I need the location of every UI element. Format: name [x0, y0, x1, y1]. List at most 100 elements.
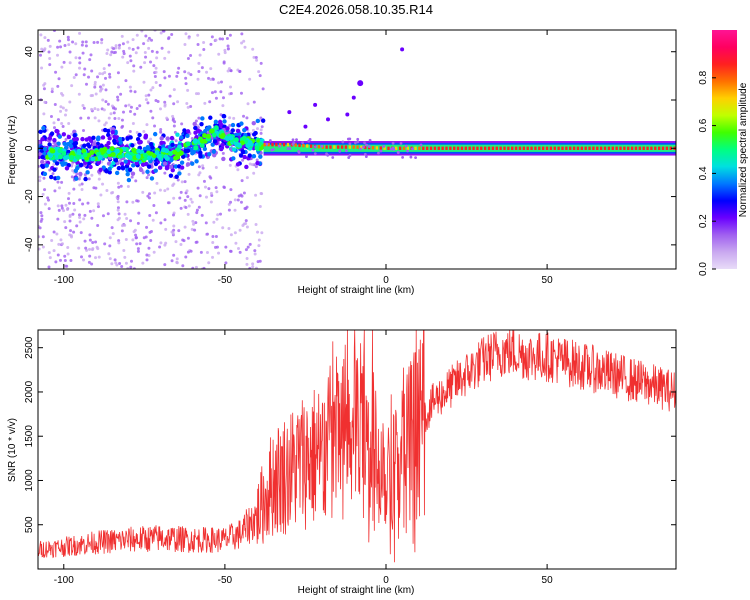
heatmap-cell: [137, 140, 142, 145]
heatmap-cell: [80, 187, 84, 191]
heatmap-cell: [178, 168, 182, 172]
heatmap-cell: [149, 229, 153, 233]
heatmap-cell: [221, 114, 227, 119]
heatmap-cell: [200, 66, 204, 70]
heatmap-cell: [129, 59, 133, 63]
heatmap-cell: [38, 151, 43, 157]
heatmap-cell: [186, 236, 190, 240]
heatmap-cell: [38, 226, 42, 230]
heatmap-cell: [96, 223, 100, 227]
heatmap-cell: [298, 143, 301, 148]
heatmap-cell: [70, 132, 74, 136]
heatmap-cell: [154, 211, 158, 215]
heatmap-cell: [166, 187, 170, 191]
heatmap-cell: [185, 129, 191, 134]
heatmap-cell: [297, 150, 301, 154]
heatmap-cell: [40, 214, 44, 218]
heatmap-cell: [167, 50, 171, 54]
heatmap-cell: [239, 91, 243, 95]
heatmap-cell: [213, 90, 217, 94]
heatmap-cell: [404, 144, 408, 148]
heatmap-cell: [75, 172, 79, 176]
heatmap-cell: [230, 128, 235, 133]
heatmap-cell: [105, 189, 109, 193]
heatmap-cell: [117, 239, 121, 243]
heatmap-cell: [222, 185, 226, 189]
heatmap-cell: [163, 100, 167, 104]
heatmap-cell: [267, 142, 270, 147]
heatmap-cell: [104, 100, 108, 104]
heatmap-cell: [88, 138, 94, 143]
heatmap-cell: [102, 108, 106, 112]
heatmap-cell: [205, 232, 209, 236]
heatmap-cell: [118, 43, 122, 47]
heatmap-cell: [260, 118, 266, 123]
heatmap-cell: [84, 40, 88, 44]
heatmap-cell: [68, 143, 74, 149]
heatmap-cell: [236, 247, 240, 251]
heatmap-cell: [96, 202, 100, 206]
heatmap-cell: [197, 165, 201, 169]
heatmap-cell: [112, 138, 117, 144]
heatmap-cell: [196, 43, 200, 47]
heatmap-cell: [57, 77, 61, 81]
heatmap-cell: [483, 146, 487, 150]
heatmap-cell: [74, 56, 78, 60]
heatmap-cell: [209, 191, 213, 195]
heatmap-cell: [326, 117, 330, 122]
heatmap-cell: [303, 124, 308, 129]
heatmap-cell: [311, 148, 315, 152]
heatmap-cell: [61, 132, 67, 137]
heatmap-cell: [163, 76, 167, 80]
heatmap-cell: [199, 250, 203, 254]
heatmap-cell: [154, 70, 158, 74]
heatmap-cell: [101, 182, 105, 186]
heatmap-cell: [172, 196, 176, 200]
heatmap-cell: [359, 147, 362, 151]
heatmap-cell: [129, 265, 133, 269]
heatmap-cell: [93, 83, 97, 87]
heatmap-cell: [42, 171, 48, 177]
heatmap-cell: [40, 159, 45, 165]
heatmap-cell: [60, 206, 64, 210]
heatmap-cell: [156, 153, 162, 159]
heatmap-cell: [47, 207, 51, 211]
heatmap-cell: [116, 200, 120, 204]
heatmap-plot-area: [38, 30, 676, 269]
heatmap-cell: [58, 39, 62, 43]
heatmap-cell: [244, 221, 248, 225]
heatmap-cell: [185, 102, 189, 106]
colorbar-tick-label: 0.0: [698, 262, 709, 276]
heatmap-cell: [67, 43, 71, 47]
heatmap-cell: [67, 197, 71, 201]
heatmap-cell: [149, 238, 153, 242]
heatmap-cell: [80, 255, 84, 259]
heatmap-cell: [244, 248, 248, 252]
heatmap-cell: [173, 164, 179, 169]
heatmap-cell: [82, 129, 86, 133]
heatmap-cell: [199, 138, 205, 144]
heatmap-cell: [337, 145, 340, 149]
heatmap-cell: [78, 56, 82, 60]
heatmap-cell: [251, 47, 255, 51]
heatmap-cell: [144, 55, 148, 59]
colorbar: 0.0 0.2 0.4 0.6 0.8 Normalized spectral ampl…: [698, 30, 749, 276]
heatmap-cell: [108, 244, 112, 248]
heatmap-cell: [255, 127, 259, 131]
heatmap-cell: [495, 146, 498, 150]
heatmap-cell: [184, 205, 188, 209]
heatmap-cell: [99, 89, 103, 93]
heatmap-cell: [102, 146, 108, 152]
heatmap-cell: [56, 53, 60, 57]
heatmap-cell: [106, 128, 111, 134]
heatmap-cell: [58, 154, 64, 160]
heatmap-cell: [135, 153, 141, 159]
heatmap-cell: [206, 133, 212, 139]
heatmap-cell: [170, 33, 174, 37]
heatmap-cell: [123, 212, 127, 216]
heatmap-cell: [123, 159, 128, 164]
heatmap-cell: [202, 47, 206, 51]
heatmap-cell: [191, 149, 197, 155]
heatmap-cell: [236, 168, 240, 172]
heatmap-cell: [100, 41, 104, 45]
